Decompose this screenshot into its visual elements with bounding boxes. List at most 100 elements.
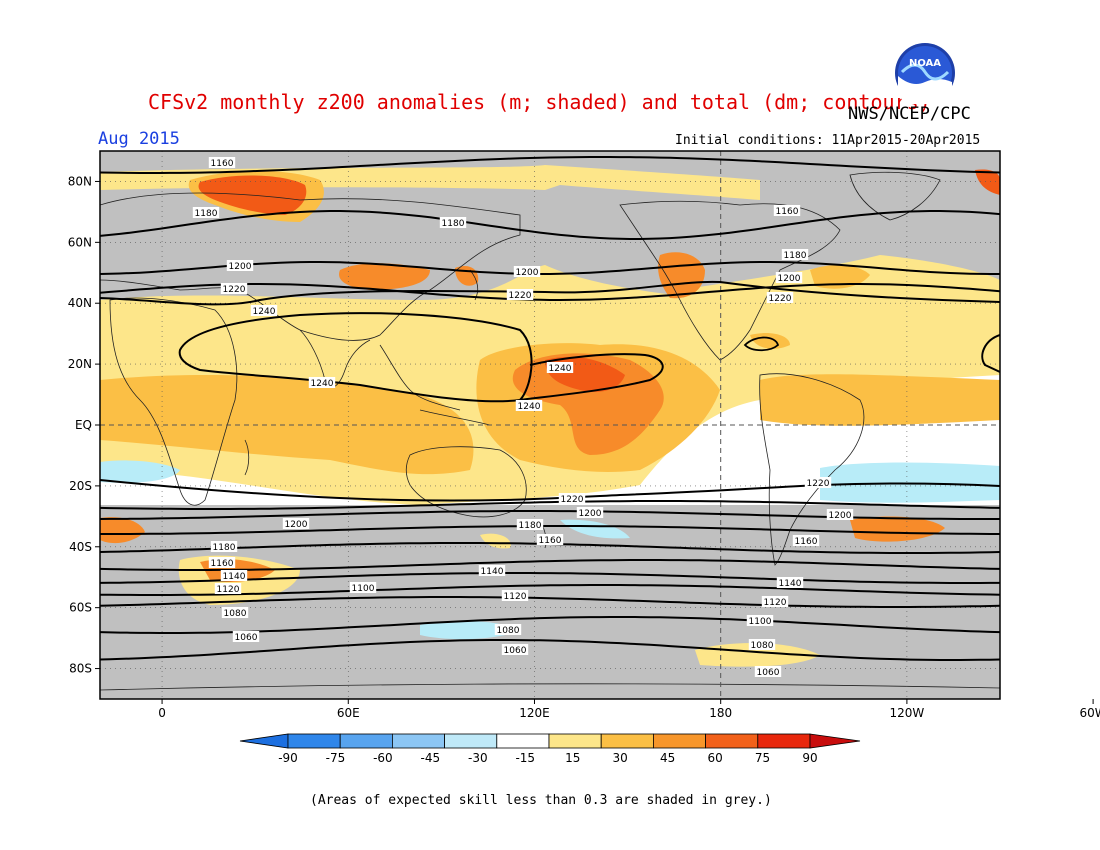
contour-label-bg-12	[308, 377, 336, 388]
contour-label-bg-34	[494, 624, 522, 635]
contour-labels: 1160 1180 1180 1160 1180 1200 1200 1200 1220 1220…	[192, 157, 854, 678]
colorbar-tick-7: 30	[613, 751, 628, 765]
lat-label-8: 80S	[69, 662, 92, 676]
contour-label-11: 1240	[253, 307, 276, 317]
contour-label-22: 1160	[539, 536, 562, 546]
contour-label-bg-14	[515, 400, 543, 411]
colorbar-tick-6: 15	[565, 751, 580, 765]
contour-label-21: 1180	[213, 543, 236, 553]
contour-label-bg-13	[546, 362, 574, 373]
contour-1240-caribbean	[743, 336, 780, 352]
contour-label-10: 1220	[769, 294, 792, 304]
contour-label-2: 1180	[442, 219, 465, 229]
lon-label-2: 120E	[519, 706, 550, 720]
coastline-7	[849, 171, 941, 221]
colorbar-segment-9	[705, 733, 759, 749]
contour-label-0: 1160	[211, 159, 234, 169]
red-arctic-edge	[975, 169, 1000, 195]
contour-line-10	[100, 584, 1000, 596]
contour-1240-east	[519, 353, 664, 401]
contour-label-bg-9	[506, 289, 534, 300]
contour-label-bg-35	[748, 639, 776, 650]
coastline-4	[405, 446, 527, 518]
colorbar-segment-6	[548, 733, 602, 749]
contour-label-18: 1200	[285, 520, 308, 530]
noaa-logo-icon: NOAA	[895, 43, 955, 104]
contour-label-36: 1060	[235, 633, 258, 643]
contour-label-bg-36	[232, 631, 260, 642]
contour-label-31: 1100	[352, 584, 375, 594]
colorbar-tick-11: 90	[802, 751, 817, 765]
contour-line-11	[100, 596, 1000, 608]
colorbar-tick-1: -75	[326, 751, 346, 765]
contour-1220-south	[100, 479, 1000, 502]
colorbar-segment-10	[757, 733, 811, 749]
contour-label-bg-37	[501, 644, 529, 655]
orange-atlantic-patch	[810, 265, 870, 289]
contour-line-0	[100, 156, 1000, 174]
contour-label-bg-3	[773, 205, 801, 216]
lat-label-0: 80N	[68, 174, 92, 188]
contour-label-bg-18	[282, 518, 310, 529]
blue-south-atlantic	[100, 460, 180, 483]
contour-label-6: 1200	[516, 268, 539, 278]
contour-label-29: 1120	[504, 592, 527, 602]
skill-footnote: (Areas of expected skill less than 0.3 a…	[310, 793, 772, 808]
coastline-0	[109, 297, 238, 506]
orange-pacific-core	[512, 353, 664, 455]
orange-atlantic-tropics	[760, 374, 1000, 426]
contour-label-3: 1160	[776, 207, 799, 217]
contour-label-bg-15	[558, 493, 586, 504]
map-axes: 80N 60N 40N 20N EQ 20S 40S 60S 80S 0 60E 120E 180 120…	[68, 174, 1100, 720]
coastline-5	[619, 200, 841, 361]
contour-label-7: 1200	[778, 274, 801, 284]
coastline-8	[100, 683, 1000, 691]
contour-label-bg-23	[792, 535, 820, 546]
colorbar-tick-0: -90	[278, 751, 298, 765]
contour-label-20: 1180	[519, 521, 542, 531]
lat-label-1: 60N	[68, 235, 92, 249]
coastline-1	[100, 192, 521, 341]
contour-1240-west	[178, 312, 533, 403]
lon-label-1: 60E	[337, 706, 360, 720]
lat-label-2: 40N	[68, 296, 92, 310]
lon-label-0: 0	[158, 706, 166, 720]
contour-label-8: 1220	[223, 285, 246, 295]
coastline-11	[244, 439, 250, 476]
lat-label-4: EQ	[75, 418, 92, 432]
lat-label-3: 20N	[68, 357, 92, 371]
initial-conditions: Initial conditions: 11Apr2015-20Apr2015	[675, 133, 981, 148]
contour-label-9: 1220	[509, 291, 532, 301]
contour-label-bg-11	[250, 305, 278, 316]
contour-1220-north	[100, 280, 1000, 306]
colorbar-tick-2: -60	[373, 751, 393, 765]
contour-label-25: 1140	[481, 567, 504, 577]
contour-label-bg-19	[826, 509, 854, 520]
colorbar-tick-3: -45	[421, 751, 441, 765]
contour-label-bg-32	[746, 615, 774, 626]
coastline-3	[379, 344, 491, 426]
colorbar-segment-3	[391, 733, 445, 749]
contour-label-24: 1160	[211, 559, 234, 569]
contour-label-bg-16	[804, 477, 832, 488]
contour-label-15: 1220	[561, 495, 584, 505]
height-contours	[100, 156, 1000, 661]
graticule	[100, 151, 1000, 699]
contour-label-bg-38	[754, 666, 782, 677]
contour-label-35: 1080	[751, 641, 774, 651]
contour-label-14: 1240	[518, 402, 541, 412]
lat-label-7: 60S	[69, 601, 92, 615]
contour-1240-edge	[981, 334, 1000, 373]
coastlines	[100, 171, 1000, 691]
orange-indian-ocean	[100, 375, 474, 475]
blue-south-pacific	[560, 519, 630, 539]
contour-line-8	[100, 559, 1000, 571]
colorbar-arrow-right	[809, 733, 861, 749]
contour-label-27: 1140	[223, 572, 246, 582]
contour-label-34: 1080	[497, 626, 520, 636]
yellow-tasman-patch	[480, 533, 511, 549]
lat-label-6: 40S	[69, 540, 92, 554]
contour-label-bg-31	[349, 582, 377, 593]
contour-label-bg-20	[516, 519, 544, 530]
